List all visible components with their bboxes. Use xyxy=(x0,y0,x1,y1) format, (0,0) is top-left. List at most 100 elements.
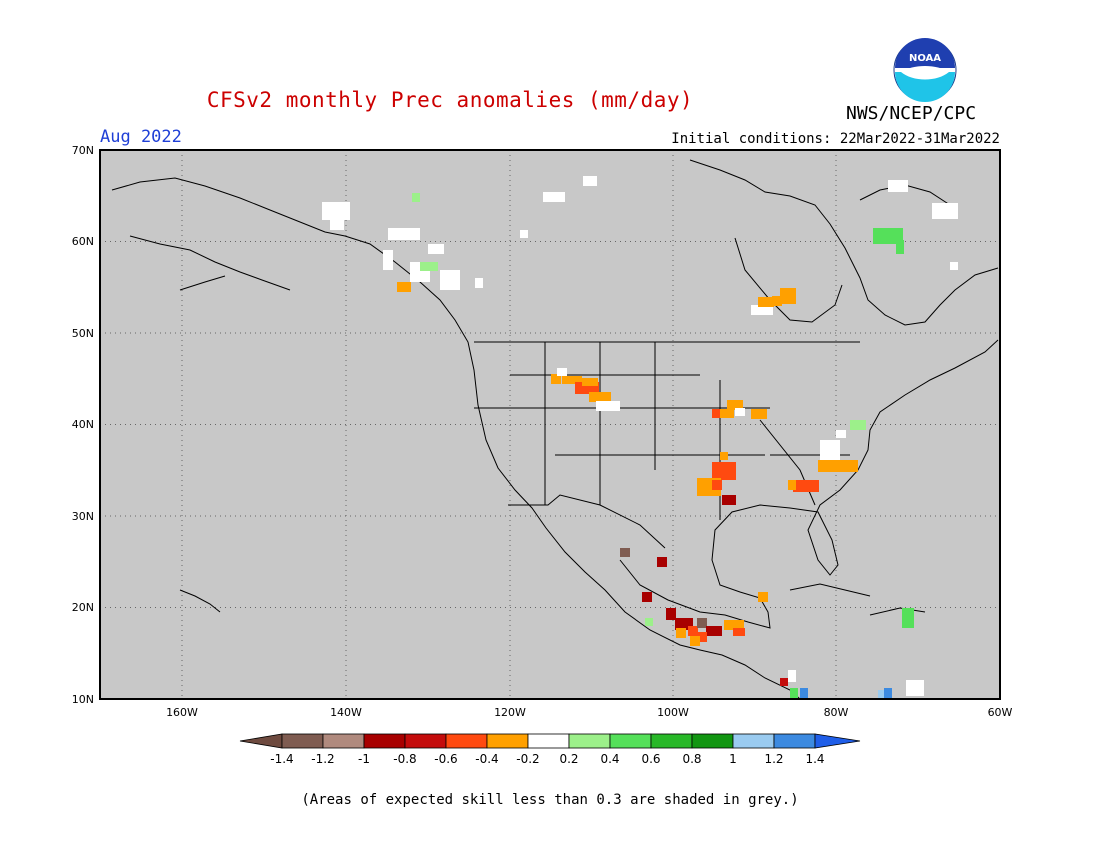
colorbar-label: -1.2 xyxy=(311,752,334,766)
anomaly-cell xyxy=(800,688,808,699)
colorbar-swatch xyxy=(609,733,652,749)
anomaly-cell xyxy=(657,557,667,567)
lon-label: 80W xyxy=(824,706,849,719)
anomaly-cell xyxy=(850,420,866,430)
colorbar-swatch xyxy=(445,733,488,749)
colorbar-swatch xyxy=(363,733,406,749)
skill-footnote: (Areas of expected skill less than 0.3 a… xyxy=(301,792,799,808)
map-frame xyxy=(99,149,1001,700)
anomaly-cell xyxy=(712,480,722,490)
anomaly-cell xyxy=(596,401,620,411)
anomaly-cell xyxy=(412,193,420,202)
lon-label: 100W xyxy=(657,706,689,719)
colorbar-swatch xyxy=(322,733,365,749)
colorbar-label: 1.4 xyxy=(805,752,824,766)
anomaly-cell xyxy=(733,628,745,636)
anomaly-cell xyxy=(697,618,707,628)
coastlines xyxy=(111,159,999,700)
lat-label: 40N xyxy=(72,418,94,431)
anomaly-cell xyxy=(712,462,736,480)
anomaly-cell xyxy=(878,690,886,699)
lat-label: 20N xyxy=(72,601,94,614)
colorbar-left-arrow xyxy=(239,733,283,749)
anomaly-cell xyxy=(666,608,676,620)
anomaly-cell xyxy=(428,244,444,254)
anomaly-cell xyxy=(780,288,796,304)
anomaly-cell xyxy=(383,250,393,270)
map-title: CFSv2 monthly Prec anomalies (mm/day) xyxy=(206,88,694,112)
lon-label: 140W xyxy=(330,706,362,719)
anomaly-cell xyxy=(751,409,767,419)
colorbar-swatch xyxy=(281,733,324,749)
anomaly-cell xyxy=(724,620,744,630)
anomaly-cell xyxy=(706,626,722,636)
anomaly-cell xyxy=(388,228,420,240)
anomaly-cell xyxy=(906,680,924,696)
anomaly-cell xyxy=(772,296,782,306)
anomaly-cell xyxy=(562,376,582,384)
anomaly-cell xyxy=(676,628,686,638)
lon-label: 160W xyxy=(166,706,198,719)
noaa-logo: NOAA xyxy=(893,38,957,102)
anomaly-cell xyxy=(543,192,565,202)
colorbar: -1.4 -1.2 -1 -0.8 -0.6 -0.4 -0.2 0.2 0.4 0.6 0.8 1 1… xyxy=(239,733,861,766)
anomaly-cell xyxy=(440,270,460,290)
colorbar-swatch xyxy=(691,733,734,749)
anomaly-cell xyxy=(950,262,958,270)
colorbar-swatch xyxy=(486,733,529,749)
anomaly-cell xyxy=(322,202,350,220)
anomaly-cell xyxy=(751,305,773,315)
anomaly-cell xyxy=(780,678,788,686)
colorbar-label: -1 xyxy=(358,752,370,766)
anomaly-cell xyxy=(790,688,798,699)
anomaly-cell xyxy=(720,452,728,460)
anomaly-cell xyxy=(727,400,743,410)
anomaly-cell xyxy=(557,368,567,376)
colorbar-label: -0.2 xyxy=(516,752,539,766)
colorbar-right-arrow xyxy=(814,733,861,749)
anomaly-cell xyxy=(397,282,411,292)
anomaly-cell xyxy=(583,176,597,186)
lon-label: 120W xyxy=(494,706,526,719)
forecast-month: Aug 2022 xyxy=(100,127,182,147)
anomaly-cell xyxy=(758,592,768,602)
anomaly-cell xyxy=(420,262,438,271)
colorbar-label: 0.2 xyxy=(559,752,578,766)
anomaly-cell xyxy=(688,626,698,636)
anomaly-cell xyxy=(520,230,528,238)
colorbar-swatch xyxy=(650,733,693,749)
colorbar-swatch xyxy=(527,733,570,749)
anomaly-cell xyxy=(818,460,858,472)
anomaly-cell xyxy=(642,592,652,602)
initial-conditions: Initial conditions: 22Mar2022-31Mar2022 xyxy=(671,131,1000,147)
colorbar-swatch xyxy=(568,733,611,749)
lon-label: 60W xyxy=(988,706,1013,719)
lat-label: 70N xyxy=(72,144,94,157)
anomaly-cell xyxy=(902,608,914,628)
us-state-borders xyxy=(474,341,860,549)
lat-label: 30N xyxy=(72,510,94,523)
anomaly-cell xyxy=(645,618,653,626)
graticule xyxy=(100,150,1000,699)
anomaly-cell xyxy=(720,409,734,418)
colorbar-swatch xyxy=(773,733,816,749)
anomaly-cell xyxy=(690,636,700,646)
anomaly-cell xyxy=(758,297,774,307)
anomaly-cell xyxy=(697,632,707,642)
colorbar-swatch xyxy=(404,733,447,749)
colorbar-label: -0.6 xyxy=(434,752,457,766)
colorbar-swatch xyxy=(732,733,775,749)
colorbar-label: -0.4 xyxy=(475,752,498,766)
anomaly-cell xyxy=(551,374,561,384)
anomaly-cell xyxy=(582,378,598,386)
anomaly-cell xyxy=(896,240,904,254)
agency-label: NWS/NCEP/CPC xyxy=(846,103,977,124)
lat-label: 50N xyxy=(72,327,94,340)
anomaly-cell xyxy=(722,495,736,505)
colorbar-label: 0.4 xyxy=(600,752,619,766)
colorbar-label: 1 xyxy=(729,752,737,766)
noaa-logo-text: NOAA xyxy=(909,53,941,64)
anomaly-cell xyxy=(820,440,840,460)
colorbar-label: -1.4 xyxy=(270,752,293,766)
